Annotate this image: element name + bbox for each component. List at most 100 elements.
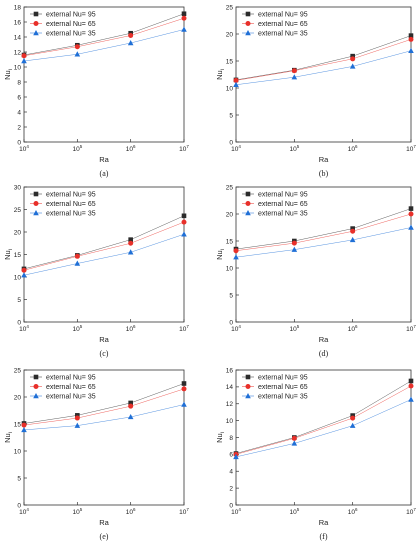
legend-label: external Nu= 65 bbox=[258, 201, 308, 208]
legend-marker bbox=[245, 11, 251, 17]
legend-label: external Nu= 65 bbox=[258, 384, 308, 391]
data-point bbox=[291, 435, 297, 441]
x-tick-label: 107 bbox=[406, 144, 416, 153]
legend-marker bbox=[33, 21, 39, 26]
y-tick-label: 10 bbox=[14, 274, 22, 281]
y-tick-label: 15 bbox=[14, 421, 22, 428]
data-point bbox=[75, 413, 80, 418]
data-point bbox=[181, 213, 187, 219]
y-tick-label: 5 bbox=[229, 292, 233, 299]
legend-label: external Nu= 35 bbox=[46, 31, 96, 38]
y-tick-label: 6 bbox=[229, 452, 233, 459]
data-point bbox=[128, 33, 134, 38]
data-point bbox=[128, 400, 133, 406]
data-point bbox=[408, 378, 414, 384]
y-tick-label: 14 bbox=[226, 384, 234, 391]
y-tick-label: 8 bbox=[17, 79, 21, 86]
x-tick-label: 107 bbox=[179, 324, 189, 333]
x-tick-label: 105 bbox=[72, 507, 82, 516]
y-tick-label: 20 bbox=[14, 394, 22, 401]
data-point bbox=[233, 77, 239, 83]
data-point bbox=[408, 206, 414, 211]
data-point bbox=[21, 58, 27, 64]
plot-frame bbox=[235, 6, 412, 143]
series-line bbox=[23, 234, 185, 276]
y-tick-label: 0 bbox=[17, 319, 21, 326]
x-axis-label: Ra bbox=[99, 518, 109, 527]
panel-caption: (b) bbox=[319, 169, 329, 178]
x-tick-label: 104 bbox=[231, 507, 241, 516]
y-axis-label: Nui bbox=[3, 432, 14, 443]
chart-panel: 0 5 10 15 20 25 104 105 106 107 Ra Nui external Nu= … bbox=[215, 184, 416, 358]
legend-marker bbox=[33, 374, 39, 380]
x-tick-label: 106 bbox=[348, 144, 358, 153]
legend-label: external Nu= 95 bbox=[258, 12, 308, 19]
y-tick-label: 4 bbox=[17, 109, 21, 116]
legend-label: external Nu= 95 bbox=[46, 12, 96, 19]
chart-panel: 0 2 4 6 8 10 12 14 16 104 105 106 107 Ra Nui external N… bbox=[215, 367, 416, 541]
y-tick-label: 10 bbox=[14, 448, 22, 455]
y-tick-label: 12 bbox=[226, 401, 234, 408]
data-point bbox=[181, 386, 187, 392]
x-tick-label: 104 bbox=[19, 324, 29, 333]
y-tick-label: 12 bbox=[14, 49, 22, 56]
series-line bbox=[23, 221, 185, 271]
data-point bbox=[74, 253, 80, 259]
data-point bbox=[291, 240, 297, 246]
data-point bbox=[350, 226, 355, 231]
legend-label: external Nu= 95 bbox=[258, 375, 308, 382]
panel-caption: (a) bbox=[100, 169, 109, 178]
x-tick-label: 105 bbox=[72, 324, 82, 333]
data-point bbox=[233, 453, 239, 460]
data-point bbox=[291, 440, 298, 446]
legend-marker bbox=[33, 11, 39, 17]
x-tick-label: 107 bbox=[406, 324, 416, 333]
panel-caption: (d) bbox=[319, 349, 329, 358]
chart-panel: 0 2 4 6 8 10 12 14 16 18 104 105 106 107 Ra Nui external… bbox=[3, 4, 189, 178]
series-line bbox=[23, 383, 185, 424]
data-point bbox=[291, 246, 298, 252]
x-tick-label: 104 bbox=[231, 144, 241, 153]
x-tick-label: 106 bbox=[348, 507, 358, 516]
series-line bbox=[23, 388, 185, 426]
legend-marker bbox=[245, 384, 251, 389]
y-tick-label: 5 bbox=[17, 297, 21, 304]
x-tick-label: 105 bbox=[289, 507, 299, 516]
data-point bbox=[21, 422, 27, 428]
legend-marker bbox=[245, 191, 251, 197]
data-point bbox=[408, 383, 414, 389]
x-tick-label: 106 bbox=[126, 324, 136, 333]
data-point bbox=[181, 381, 187, 386]
series-line bbox=[235, 35, 412, 81]
legend-label: external Nu= 35 bbox=[46, 211, 96, 218]
plot-frame bbox=[23, 369, 185, 506]
y-axis-label: Nui bbox=[215, 432, 226, 443]
x-tick-label: 105 bbox=[289, 324, 299, 333]
data-point bbox=[349, 422, 356, 428]
x-tick-label: 104 bbox=[19, 144, 29, 153]
x-axis-label: Ra bbox=[319, 518, 329, 527]
y-tick-label: 2 bbox=[17, 124, 21, 131]
data-point bbox=[291, 68, 297, 74]
data-point bbox=[350, 53, 355, 59]
y-tick-label: 0 bbox=[229, 502, 233, 509]
y-tick-label: 25 bbox=[226, 4, 234, 11]
y-tick-label: 2 bbox=[229, 485, 233, 492]
data-point bbox=[181, 26, 187, 32]
y-tick-label: 20 bbox=[226, 31, 234, 38]
y-tick-label: 5 bbox=[17, 475, 21, 482]
data-point bbox=[408, 36, 414, 42]
y-tick-label: 20 bbox=[14, 229, 22, 236]
data-point bbox=[21, 53, 27, 59]
x-tick-label: 105 bbox=[289, 144, 299, 153]
data-point bbox=[74, 260, 81, 266]
y-tick-label: 15 bbox=[14, 252, 22, 259]
plot-frame bbox=[23, 6, 185, 143]
y-tick-label: 0 bbox=[229, 139, 233, 146]
y-tick-label: 15 bbox=[226, 58, 234, 65]
y-tick-label: 10 bbox=[226, 265, 234, 272]
y-tick-label: 20 bbox=[226, 211, 234, 218]
data-point bbox=[128, 240, 134, 246]
data-point bbox=[408, 211, 414, 217]
